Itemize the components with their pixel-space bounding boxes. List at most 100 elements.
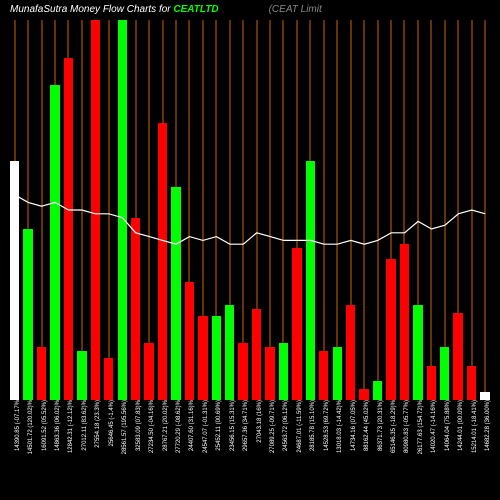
bar (23, 229, 32, 400)
bar (292, 248, 301, 400)
bar (453, 313, 462, 400)
bar-slot (129, 20, 142, 400)
bar-slot (236, 20, 249, 400)
bar (131, 218, 140, 400)
bar (265, 347, 274, 400)
chart-area (8, 20, 492, 400)
x-axis-label: 13018.03 (-14.42)% (337, 400, 343, 453)
bar-slot (290, 20, 303, 400)
bar (144, 343, 153, 400)
x-axis-label: 14528.53 (69.72%) (324, 400, 330, 451)
x-axis-label: 16091.52 (05.52%) (42, 400, 48, 451)
gridline (108, 20, 109, 400)
bar-slot (21, 20, 34, 400)
x-axis-label: 27234.50 (-04.16)% (149, 400, 155, 453)
x-axis-label: 80980.83 (-05.77%) (404, 400, 410, 453)
gridline (444, 20, 445, 400)
x-axis-label: 14244.01 (00.09%) (458, 400, 464, 451)
bar-slot (331, 20, 344, 400)
x-axis-label: 24687.01 (-11.59%) (297, 400, 303, 453)
bar (118, 20, 127, 400)
bar (171, 187, 180, 400)
bar (91, 20, 100, 400)
bar-slot (223, 20, 236, 400)
x-axis-label: 14501.72 (120.02)% (28, 400, 34, 454)
bar-slot (263, 20, 276, 400)
bar-slot (169, 20, 182, 400)
title-ticker: CEATLTD (173, 4, 218, 15)
x-axis-label: 32583.09 (07.83)% (136, 400, 142, 451)
x-axis-label: 24563.72 (06.12%) (283, 400, 289, 451)
bar (10, 161, 19, 400)
bar-slot (277, 20, 290, 400)
bar-slot (425, 20, 438, 400)
title-suffix: (CEAT Limit (269, 4, 322, 15)
x-axis-label: 15214.01 (-18.41%) (472, 400, 478, 453)
title-prefix: MunafaSutra Money Flow Charts for (10, 4, 173, 15)
bar-slot (344, 20, 357, 400)
bar-slot (62, 20, 75, 400)
bar-slot (156, 20, 169, 400)
x-axis-label: 24547.07 (-01.31%) (203, 400, 209, 453)
x-axis-label: 14682.28 (36.00%) (485, 400, 491, 451)
bar (50, 85, 59, 400)
gridline (323, 20, 324, 400)
bar (37, 347, 46, 400)
x-axis-label: 14734.16 (07.05%) (351, 400, 357, 451)
x-axis-label: 26177.63 (154.72)% (418, 400, 424, 454)
x-axis-label: 27043.18 (16%) (257, 400, 263, 443)
x-axis-label: 25452.11 (00.69%) (216, 400, 222, 451)
gridline (81, 20, 82, 400)
x-axis-label: 29657.36 (34.71%) (243, 400, 249, 451)
bar-slot (478, 20, 491, 400)
gridline (270, 20, 271, 400)
bar (225, 305, 234, 400)
x-axis-label: 65146.35 (-18.29)% (391, 400, 397, 453)
bar (238, 343, 247, 400)
gridline (485, 20, 486, 400)
bar (64, 58, 73, 400)
bar (440, 347, 449, 400)
bar (212, 316, 221, 400)
gridline (364, 20, 365, 400)
x-axis-label: 27012.11 (83.62)% (82, 400, 88, 451)
bar-slot (384, 20, 397, 400)
bar-slot (317, 20, 330, 400)
bar-slot (116, 20, 129, 400)
bar-slot (465, 20, 478, 400)
bar-slot (357, 20, 370, 400)
x-axis-label: 27554.18 (23.3%) (95, 400, 101, 448)
bar (400, 244, 409, 400)
x-axis-label: 14390.85 (-07.17% (15, 400, 21, 451)
gridline (41, 20, 42, 400)
bar-slot (398, 20, 411, 400)
bar (480, 392, 489, 400)
bar (319, 351, 328, 400)
bar (413, 305, 422, 400)
bar (306, 161, 315, 400)
gridline (377, 20, 378, 400)
bar-slot (8, 20, 21, 400)
x-axis-label: 27720.29 (-08.62)% (176, 400, 182, 453)
bar-slot (250, 20, 263, 400)
bars-container (8, 20, 492, 400)
bar (427, 366, 436, 400)
bar-slot (371, 20, 384, 400)
x-axis-label: 24407.60 (31.16)% (189, 400, 195, 451)
x-axis-label: 88162.44 (45.02%) (364, 400, 370, 451)
x-axis-label: 12842.31 (-12.12)% (68, 400, 74, 453)
bar-slot (304, 20, 317, 400)
bar-slot (35, 20, 48, 400)
bar-slot (196, 20, 209, 400)
bar (279, 343, 288, 400)
bar-slot (183, 20, 196, 400)
x-axis-label: 28767.21 (20.02)% (163, 400, 169, 451)
bar-slot (411, 20, 424, 400)
bar (333, 347, 342, 400)
bar-slot (210, 20, 223, 400)
bar (77, 351, 86, 400)
x-axis-label: 14064.04 (75.88%) (445, 400, 451, 451)
chart-title: MunafaSutra Money Flow Charts for CEATLT… (10, 4, 490, 15)
x-axis-label: 27089.25 (-09.71%) (270, 400, 276, 453)
bar (252, 309, 261, 400)
